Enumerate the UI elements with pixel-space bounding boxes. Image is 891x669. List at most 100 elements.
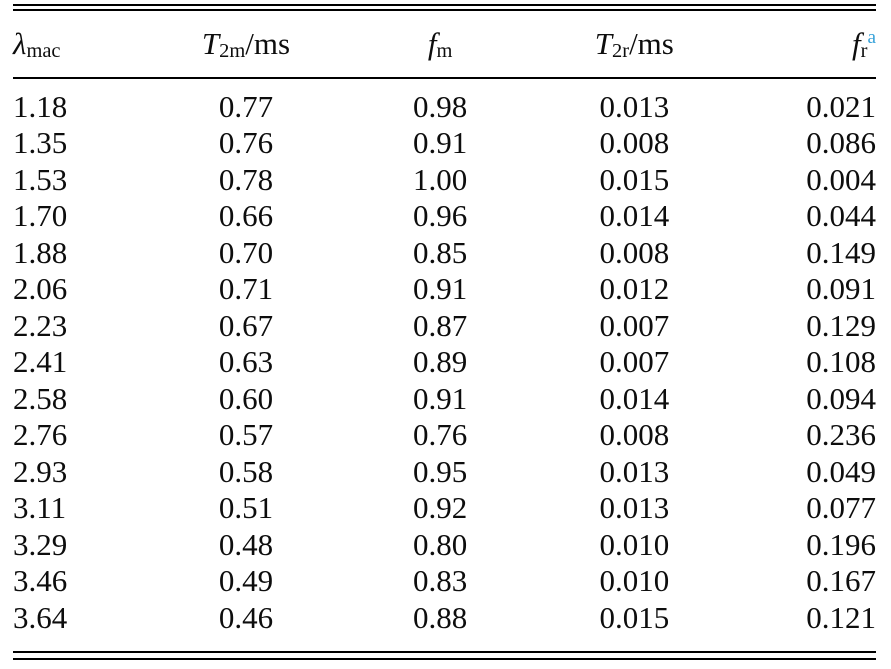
header-symbol: λ [13,26,27,61]
table-cell: 0.91 [413,380,468,416]
header-subscript: r [860,40,868,63]
table-row: 1.35 0.76 0.91 0.008 0.086 [13,125,876,162]
table-cell: 0.66 [218,198,274,234]
table-cell: 0.46 [218,599,274,635]
table-cell: 0.007 [599,307,670,343]
table-cell: 0.014 [599,380,670,416]
table-cell: 0.086 [806,125,876,161]
data-table: λmac T2m/ms fm T2r/ms fra 1.18 0.77 0.98 0.… [13,4,876,660]
table-cell: 0.78 [218,161,274,197]
table-row: 1.53 0.78 1.00 0.015 0.004 [13,161,876,198]
table-cell: 0.67 [218,307,274,343]
table-cell: 0.77 [218,88,274,124]
table-cell: 0.98 [413,88,468,124]
table-cell: 0.88 [413,599,468,635]
table-cell: 0.149 [806,234,876,270]
table-cell: 3.11 [13,490,67,526]
header-symbol: f [427,26,437,61]
table-cell: 0.96 [413,198,468,234]
col-header-fm: fm [349,11,531,79]
table-cell: 0.92 [413,490,468,526]
table-cell: 0.091 [806,271,876,307]
bottom-double-rule [13,650,876,660]
table-cell: 0.167 [806,563,876,599]
table-cell: 0.129 [806,307,876,343]
table-cell: 2.58 [13,380,68,416]
table-cell: 0.91 [413,271,468,307]
table-cell: 1.53 [13,161,68,197]
table-cell: 0.015 [599,599,670,635]
table-cell: 0.015 [599,161,670,197]
table-cell: 0.70 [218,234,274,270]
header-unit: /ms [245,26,291,61]
table-cell: 0.044 [806,198,876,234]
table-cell: 0.094 [806,380,876,416]
table-cell: 0.013 [599,88,670,124]
col-header-t2r: T2r/ms [530,11,738,79]
table-cell: 0.077 [806,490,876,526]
table-cell: 0.014 [599,198,670,234]
table-cell: 1.70 [13,198,68,234]
table-row: 1.18 0.77 0.98 0.013 0.021 [13,78,876,125]
table-cell: 0.008 [599,417,670,453]
header-row: λmac T2m/ms fm T2r/ms fra [13,11,876,79]
table-cell: 0.58 [218,453,274,489]
table-row: 3.46 0.49 0.83 0.010 0.167 [13,563,876,600]
table-cell: 0.012 [599,271,670,307]
table-cell: 0.004 [806,161,876,197]
table-row: 2.76 0.57 0.76 0.008 0.236 [13,417,876,454]
table-row: 2.93 0.58 0.95 0.013 0.049 [13,453,876,490]
top-double-rule [13,4,876,11]
table-cell: 0.121 [806,599,876,635]
table-cell: 0.89 [413,344,468,380]
table-cell: 2.93 [13,453,68,489]
table-cell: 2.23 [13,307,68,343]
table-row: 2.41 0.63 0.89 0.007 0.108 [13,344,876,381]
header-subscript: m [436,40,453,63]
table-row: 1.70 0.66 0.96 0.014 0.044 [13,198,876,235]
table-row: 2.23 0.67 0.87 0.007 0.129 [13,307,876,344]
header-symbol: T [594,26,613,61]
header-symbol: T [201,26,220,61]
col-header-lambda-mac: λmac [13,11,143,79]
results-table: λmac T2m/ms fm T2r/ms fra 1.18 0.77 0.98 0.… [13,11,876,651]
table-cell: 0.049 [806,453,876,489]
table-cell: 0.76 [413,417,468,453]
header-subscript: 2r [612,40,630,63]
table-cell: 1.35 [13,125,68,161]
table-row: 3.64 0.46 0.88 0.015 0.121 [13,599,876,651]
table-cell: 2.41 [13,344,68,380]
table-cell: 0.80 [413,526,468,562]
table-cell: 0.60 [218,380,274,416]
header-subscript: mac [26,40,61,63]
table-cell: 0.013 [599,490,670,526]
table-body: 1.18 0.77 0.98 0.013 0.021 1.35 0.76 0.91 0.008 0… [13,78,876,651]
header-unit: /ms [629,26,674,61]
table-cell: 2.76 [13,417,68,453]
table-cell: 0.196 [806,526,876,562]
table-row: 2.06 0.71 0.91 0.012 0.091 [13,271,876,308]
table-cell: 0.95 [413,453,468,489]
table-cell: 0.007 [599,344,670,380]
col-header-fr: fra [737,11,876,79]
table-cell: 0.51 [218,490,274,526]
table-cell: 0.236 [806,417,876,453]
table-cell: 2.06 [13,271,68,307]
table-cell: 0.010 [599,563,670,599]
table-cell: 0.013 [599,453,670,489]
table-cell: 0.008 [599,125,670,161]
table-cell: 0.76 [218,125,274,161]
table-cell: 0.57 [218,417,274,453]
footnote-marker: a [867,27,876,49]
table-cell: 1.88 [13,234,68,270]
table-cell: 0.83 [413,563,468,599]
table-cell: 0.63 [218,344,274,380]
table-cell: 0.008 [599,234,670,270]
table-cell: 0.85 [413,234,468,270]
table-cell: 0.71 [218,271,274,307]
table-row: 1.88 0.70 0.85 0.008 0.149 [13,234,876,271]
header-symbol: f [852,26,861,61]
table-cell: 0.010 [599,526,670,562]
table-cell: 0.91 [413,125,468,161]
